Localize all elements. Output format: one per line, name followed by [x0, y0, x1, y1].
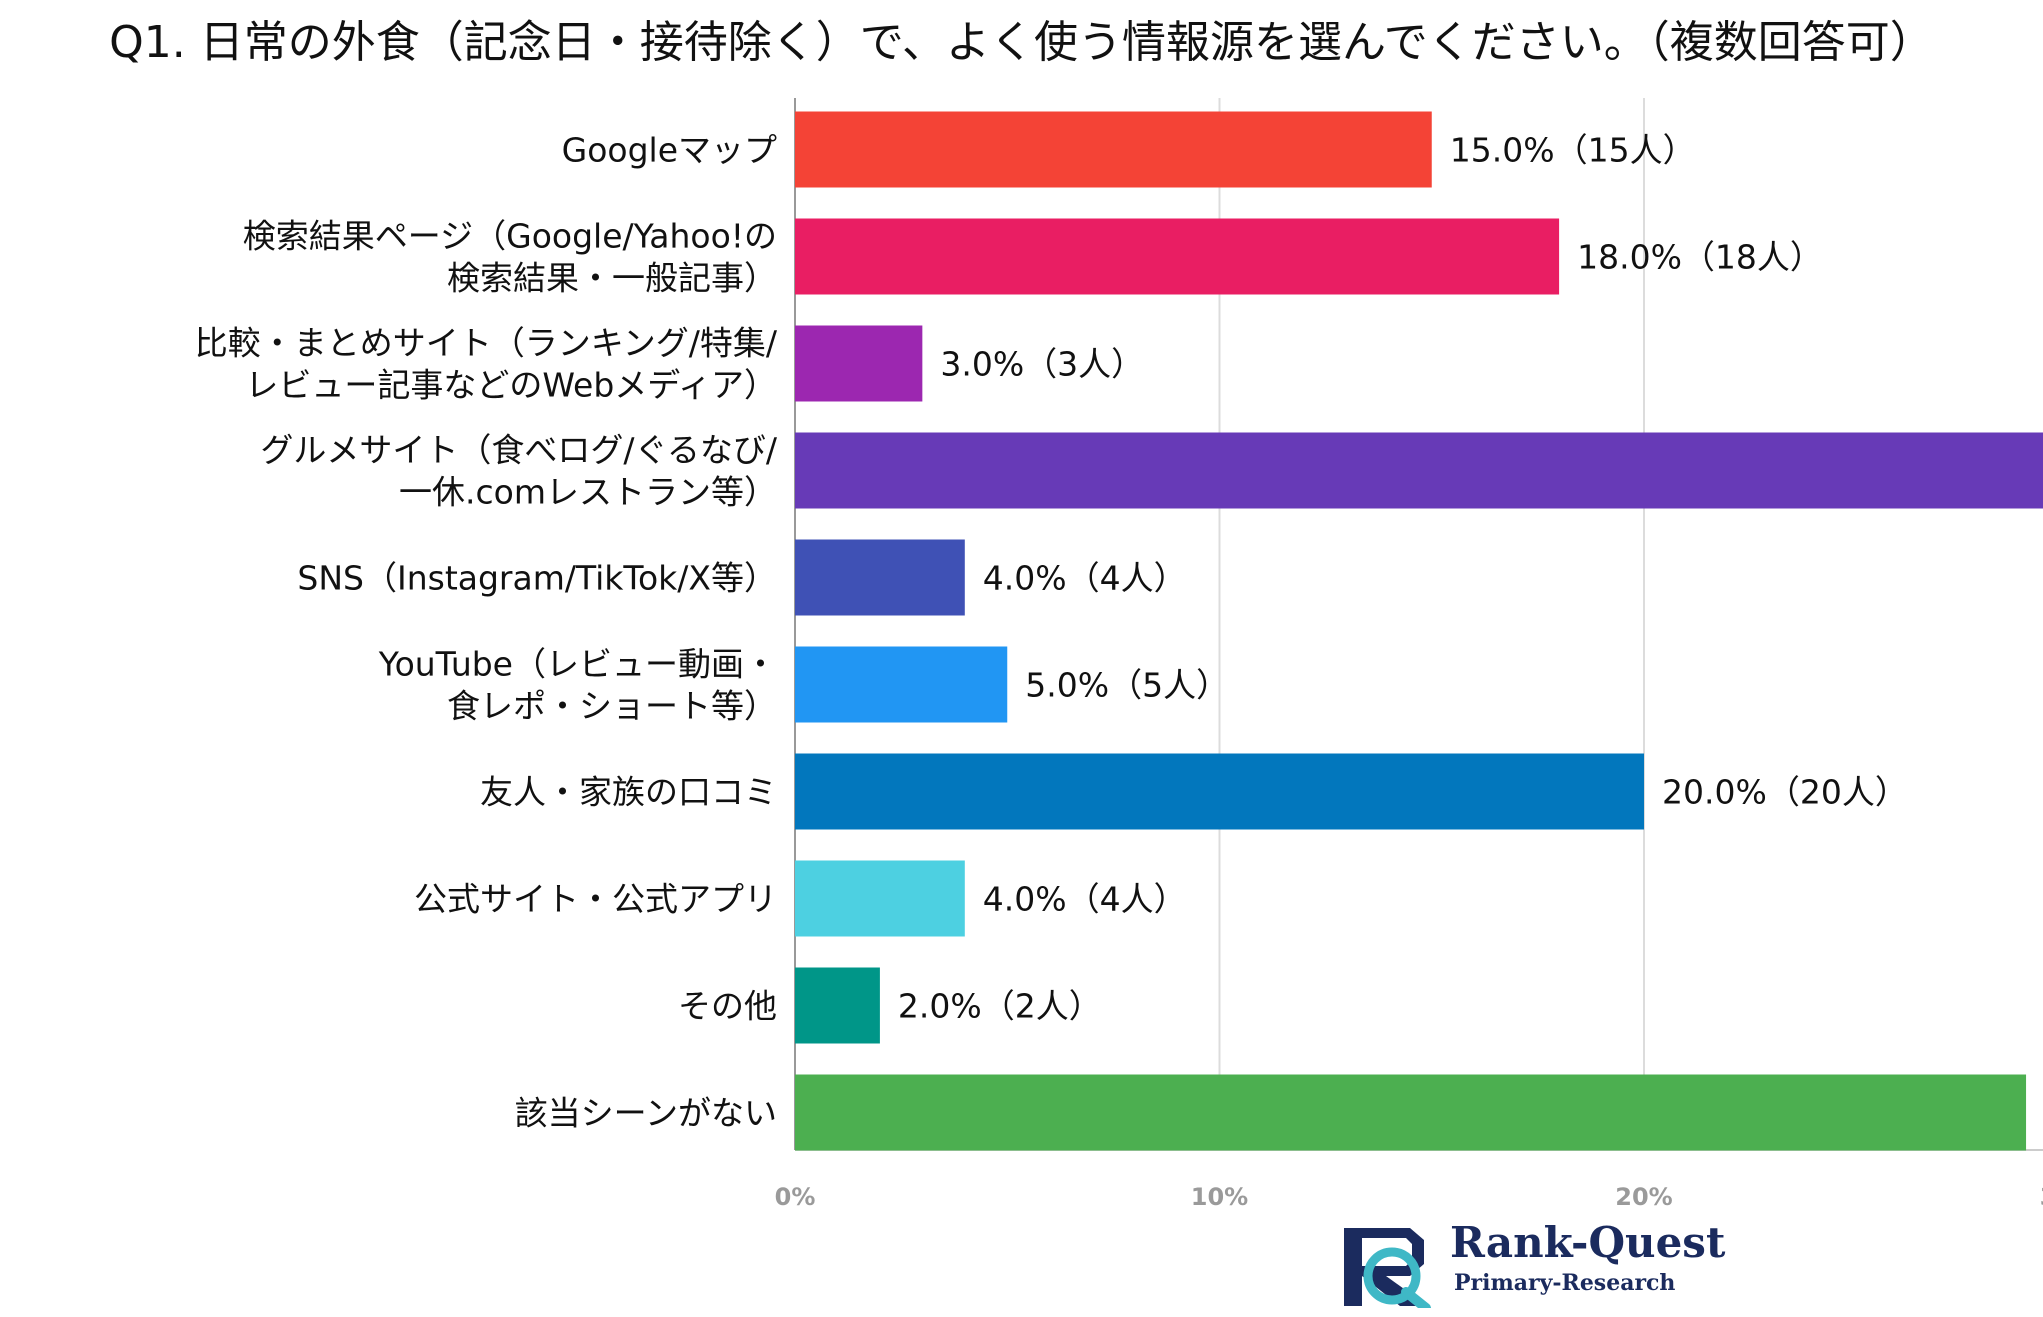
data-label: 3.0%（3人）: [940, 345, 1144, 384]
category-label: 友人・家族の口コミ: [480, 773, 777, 812]
bar: [795, 753, 1644, 830]
category-label: Googleマップ: [562, 131, 777, 170]
x-tick-label: 10%: [1191, 1183, 1248, 1211]
bar: [795, 1074, 2027, 1151]
category-label: 検索結果・一般記事）: [447, 259, 777, 298]
data-label: 2.0%（2人）: [898, 987, 1102, 1026]
category-label: YouTube（レビュー動画・: [378, 645, 777, 684]
category-label: 公式サイト・公式アプリ: [414, 880, 777, 919]
bar: [795, 860, 965, 937]
category-label: その他: [678, 987, 777, 1026]
bar: [795, 111, 1432, 188]
bars: [795, 111, 2043, 1151]
x-tick-label: 20%: [1615, 1183, 1672, 1211]
category-label: 食レポ・ショート等）: [447, 687, 777, 726]
chart-title: Q1. 日常の外食（記念日・接待除く）で、よく使う情報源を選んでください。（複数…: [109, 17, 1934, 68]
data-label: 5.0%（5人）: [1025, 666, 1229, 705]
data-label: 15.0%（15人）: [1450, 131, 1696, 170]
data-label: 4.0%（4人）: [983, 559, 1187, 598]
bar: [795, 967, 880, 1044]
bar: [795, 646, 1008, 723]
x-tick-label: 30%: [2040, 1183, 2043, 1211]
category-label: グルメサイト（食べログ/ぐるなび/: [260, 431, 777, 470]
x-tick-label: 0%: [775, 1183, 816, 1211]
value-labels: 15.0%（15人）18.0%（18人）3.0%（3人）38.0%（38人）4.…: [898, 131, 1908, 1026]
category-label: 比較・まとめサイト（ランキング/特集/: [195, 324, 778, 363]
bar: [795, 325, 923, 402]
category-label: 検索結果ページ（Google/Yahoo!の: [243, 217, 777, 256]
logo-name: Rank-Quest: [1450, 1218, 1726, 1267]
bar: [795, 432, 2043, 509]
data-label: 20.0%（20人）: [1662, 773, 1908, 812]
x-axis-ticks: 0%10%20%30%40%: [775, 1183, 2043, 1211]
rank-quest-logo: Rank-Quest Primary-Research: [1340, 1218, 1740, 1313]
bar: [795, 539, 965, 616]
category-label: 一休.comレストラン等）: [399, 473, 777, 512]
category-label: SNS（Instagram/TikTok/X等）: [297, 559, 777, 598]
category-labels: Googleマップ検索結果ページ（Google/Yahoo!の検索結果・一般記事…: [195, 131, 778, 1133]
data-label: 4.0%（4人）: [983, 880, 1187, 919]
data-label: 18.0%（18人）: [1577, 238, 1823, 277]
category-label: レビュー記事などのWebメディア）: [245, 366, 777, 405]
rq-logo-icon: [1344, 1228, 1431, 1313]
bar: [795, 218, 1560, 295]
logo-subtitle: Primary-Research: [1454, 1270, 1676, 1296]
category-label: 該当シーンがない: [515, 1094, 777, 1133]
